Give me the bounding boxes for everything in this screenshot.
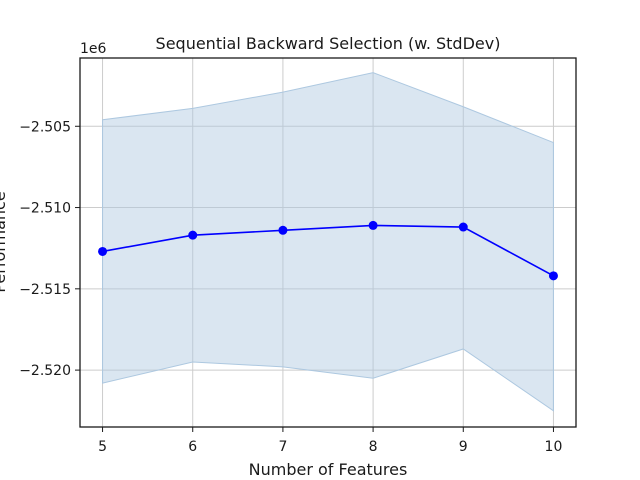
x-tick-label: 5 [98,439,107,455]
y-tick-label: −2.505 [19,119,71,135]
axes-frame [79,57,577,428]
data-point [458,222,468,232]
x-tick-label: 10 [545,439,563,455]
data-point [548,271,558,281]
series-polyline [102,224,554,277]
stddev-band [102,72,554,412]
y-axis-label: Performance [0,191,9,292]
series-line [98,220,558,281]
data-point [188,230,198,240]
data-point [368,220,378,230]
plot-frame [79,57,577,428]
data-point [98,246,108,256]
y-tick-label: −2.510 [19,201,71,217]
y-axis-ticks: −2.505 −2.510 −2.515 −2.520 [19,119,80,379]
x-axis-label: Number of Features [249,460,408,479]
x-axis-ticks: 5 6 7 8 9 10 [98,427,562,455]
x-tick-label: 7 [278,439,287,455]
x-tick-label: 6 [188,439,197,455]
y-offset-label: 1e6 [80,41,107,57]
x-tick-label: 9 [459,439,468,455]
chart-title: Sequential Backward Selection (w. StdDev… [156,34,501,53]
y-tick-label: −2.520 [19,363,71,379]
y-tick-label: −2.515 [19,282,71,298]
x-tick-label: 8 [369,439,378,455]
data-point [278,225,288,235]
